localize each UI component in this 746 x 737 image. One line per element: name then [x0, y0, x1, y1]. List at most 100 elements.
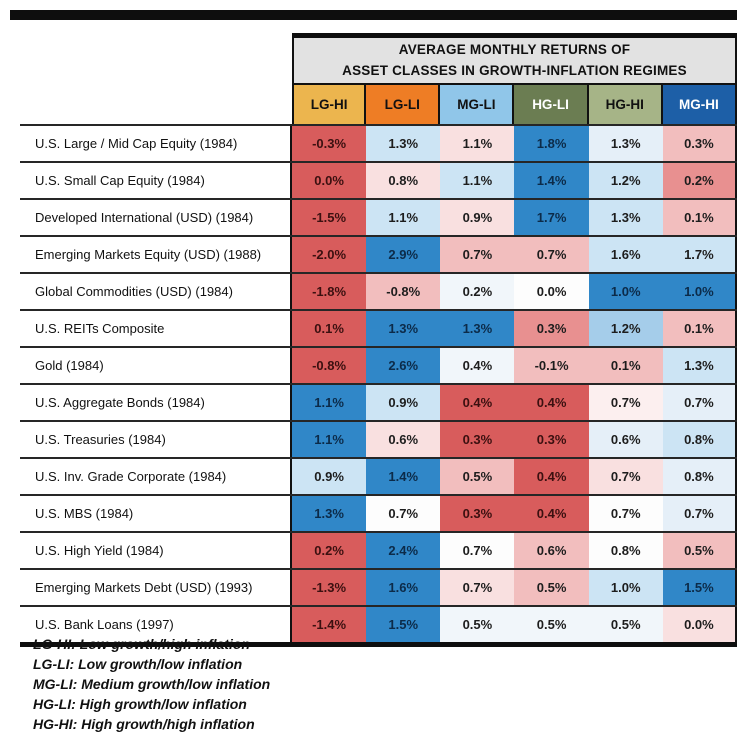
legend-line: LG-HI: Low growth/high inflation [33, 636, 250, 652]
value-cell: 1.5% [366, 607, 441, 642]
value-cell: 0.7% [588, 496, 663, 531]
value-cell: 1.7% [514, 200, 589, 235]
value-cell: 1.1% [292, 385, 367, 420]
value-cell: 0.8% [366, 163, 441, 198]
returns-heatmap-table: AVERAGE MONTHLY RETURNS OF ASSET CLASSES… [20, 33, 737, 647]
value-cell: 0.5% [514, 607, 589, 642]
value-cell: 1.3% [366, 126, 441, 161]
value-cell: 0.4% [514, 385, 589, 420]
column-header-lg-hi: LG-HI [292, 85, 367, 124]
value-cell: 1.2% [588, 311, 663, 346]
row-label: U.S. MBS (1984) [20, 496, 292, 531]
row-label: U.S. Bank Loans (1997) [20, 607, 292, 642]
value-cell: 0.6% [366, 422, 441, 457]
column-header-hg-li: HG-LI [514, 85, 589, 124]
legend-line: HG-HI: High growth/high inflation [33, 716, 255, 732]
row-label: U.S. REITs Composite [20, 311, 292, 346]
value-cell: 0.7% [514, 237, 589, 272]
table-bottom-bar [20, 642, 737, 647]
value-cell: 1.3% [662, 348, 737, 383]
table-title-line-1: AVERAGE MONTHLY RETURNS OF [398, 41, 631, 57]
table-row: U.S. Small Cap Equity (1984) 0.0% 0.8% 1.1%… [20, 161, 737, 198]
value-cell: 1.0% [662, 274, 737, 309]
value-cell: 1.4% [366, 459, 441, 494]
row-label: Emerging Markets Equity (USD) (1988) [20, 237, 292, 272]
row-label: U.S. Small Cap Equity (1984) [20, 163, 292, 198]
value-cell: 0.6% [514, 533, 589, 568]
value-cell: 0.1% [292, 311, 367, 346]
value-cell: 1.0% [588, 570, 663, 605]
value-cell: 1.1% [440, 163, 515, 198]
value-cell: 0.7% [366, 496, 441, 531]
legend: LG-HI: Low growth/high inflation LG-LI: L… [33, 634, 270, 734]
value-cell: 0.7% [588, 385, 663, 420]
value-cell: 0.9% [292, 459, 367, 494]
value-cell: 2.6% [366, 348, 441, 383]
table-rows: U.S. Large / Mid Cap Equity (1984) -0.3% 1… [20, 124, 737, 642]
value-cell: -0.8% [366, 274, 441, 309]
top-divider-bar [10, 10, 737, 20]
table-row: U.S. Inv. Grade Corporate (1984) 0.9% 1.4%… [20, 457, 737, 494]
value-cell: 1.2% [588, 163, 663, 198]
value-cell: 0.1% [662, 311, 737, 346]
value-cell: 0.1% [662, 200, 737, 235]
table-row: U.S. Aggregate Bonds (1984) 1.1% 0.9% 0.4% 0… [20, 383, 737, 420]
column-header-hg-hi: HG-HI [588, 85, 663, 124]
legend-line: HG-LI: High growth/low inflation [33, 696, 247, 712]
value-cell: 0.5% [588, 607, 663, 642]
value-cell: -0.3% [292, 126, 367, 161]
row-label: Global Commodities (USD) (1984) [20, 274, 292, 309]
value-cell: 0.7% [662, 385, 737, 420]
value-cell: -1.4% [292, 607, 367, 642]
row-label: U.S. Large / Mid Cap Equity (1984) [20, 126, 292, 161]
regime-header-row: LG-HI LG-LI MG-LI HG-LI HG-HI MG-HI [292, 85, 737, 124]
table-row: U.S. Treasuries (1984) 1.1% 0.6% 0.3% 0.3% 0.… [20, 420, 737, 457]
value-cell: 0.4% [440, 348, 515, 383]
value-cell: 2.4% [366, 533, 441, 568]
value-cell: 1.1% [366, 200, 441, 235]
legend-line: LG-LI: Low growth/low inflation [33, 656, 243, 672]
value-cell: 1.3% [588, 200, 663, 235]
value-cell: -0.8% [292, 348, 367, 383]
value-cell: 0.8% [662, 459, 737, 494]
value-cell: 0.2% [662, 163, 737, 198]
value-cell: -2.0% [292, 237, 367, 272]
table-row: Developed International (USD) (1984) -1.5… [20, 198, 737, 235]
value-cell: 1.3% [440, 311, 515, 346]
value-cell: 0.9% [366, 385, 441, 420]
table-title-line-2: ASSET CLASSES IN GROWTH-INFLATION REGIME… [342, 62, 687, 78]
row-label: U.S. Inv. Grade Corporate (1984) [20, 459, 292, 494]
value-cell: -1.3% [292, 570, 367, 605]
value-cell: 0.3% [514, 311, 589, 346]
value-cell: 1.3% [588, 126, 663, 161]
column-header-mg-hi: MG-HI [662, 85, 737, 124]
value-cell: 1.4% [514, 163, 589, 198]
row-label: Emerging Markets Debt (USD) (1993) [20, 570, 292, 605]
table-row: Emerging Markets Equity (USD) (1988) -2.0… [20, 235, 737, 272]
row-label: Gold (1984) [20, 348, 292, 383]
value-cell: 0.9% [440, 200, 515, 235]
row-label: U.S. Aggregate Bonds (1984) [20, 385, 292, 420]
value-cell: 0.2% [440, 274, 515, 309]
value-cell: 0.5% [662, 533, 737, 568]
value-cell: 0.5% [440, 459, 515, 494]
column-header-mg-li: MG-LI [440, 85, 515, 124]
value-cell: 0.5% [514, 570, 589, 605]
row-label: U.S. High Yield (1984) [20, 533, 292, 568]
table-row: U.S. MBS (1984) 1.3% 0.7% 0.3% 0.4% 0.7% 0.7% [20, 494, 737, 531]
value-cell: 0.4% [514, 459, 589, 494]
column-header-lg-li: LG-LI [366, 85, 441, 124]
table-row: U.S. Large / Mid Cap Equity (1984) -0.3% 1… [20, 124, 737, 161]
value-cell: 0.7% [662, 496, 737, 531]
table-row: Emerging Markets Debt (USD) (1993) -1.3% 1… [20, 568, 737, 605]
value-cell: 1.3% [366, 311, 441, 346]
header-top-bar [292, 33, 737, 38]
value-cell: 0.0% [662, 607, 737, 642]
value-cell: 1.6% [366, 570, 441, 605]
value-cell: -0.1% [514, 348, 589, 383]
value-cell: 0.8% [662, 422, 737, 457]
table-header-area: AVERAGE MONTHLY RETURNS OF ASSET CLASSES… [292, 33, 737, 124]
value-cell: -1.5% [292, 200, 367, 235]
value-cell: 0.6% [588, 422, 663, 457]
table-row: U.S. REITs Composite 0.1% 1.3% 1.3% 0.3% 1.2%… [20, 309, 737, 346]
